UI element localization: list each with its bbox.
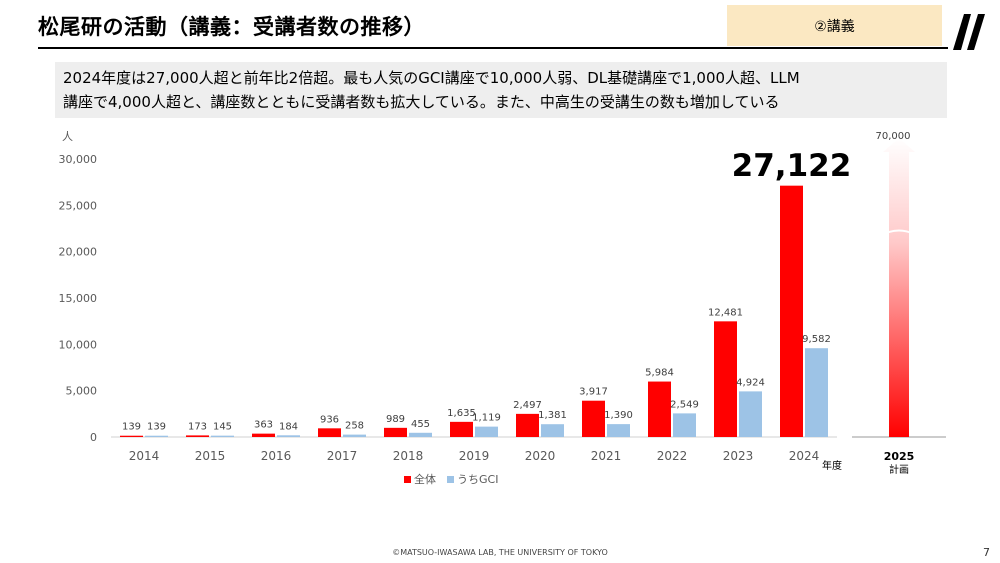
data-label-gci: 455 <box>411 419 430 430</box>
data-label-total: 3,917 <box>579 387 608 398</box>
bar-gci <box>805 348 828 437</box>
bar-gci <box>343 434 366 437</box>
bar-gci <box>739 391 762 437</box>
data-label-gci: 4,924 <box>736 377 765 388</box>
bar-total <box>516 413 539 437</box>
bar-total <box>252 433 275 437</box>
section-tag-label: ②講義 <box>814 18 855 35</box>
data-label-total: 989 <box>386 414 405 425</box>
bar-gci <box>673 413 696 437</box>
y-tick-label: 10,000 <box>59 338 98 351</box>
axis-break-mark <box>884 229 914 235</box>
x-axis-unit-label: 年度 <box>822 459 842 472</box>
bar-gci <box>277 435 300 437</box>
x-tick-label: 2022 <box>657 449 688 463</box>
lab-logo-icon <box>953 14 985 50</box>
plan-value-label: 70,000 <box>876 131 911 142</box>
data-label-total: 12,481 <box>708 307 743 318</box>
x-tick-label: 2020 <box>525 449 556 463</box>
x-tick-label: 2023 <box>723 449 754 463</box>
x-tick-label: 2018 <box>393 449 424 463</box>
enrollment-bar-chart: 人 0 5,000 10,000 15,000 20,000 25,000 30,000 13… <box>59 130 946 486</box>
y-axis-unit-label: 人 <box>62 130 73 143</box>
page-number: 7 <box>983 546 990 559</box>
bar-total <box>780 185 803 437</box>
bar-gci <box>541 424 564 437</box>
summary-line-2: 講座で4,000人超と、講座数とともに受講者数も拡大している。また、中高生の受講… <box>63 93 780 111</box>
legend-item-total-label: 全体 <box>414 472 436 486</box>
bar-gci <box>409 432 432 437</box>
data-label-gci: 1,381 <box>538 410 567 421</box>
y-tick-label: 15,000 <box>59 292 98 305</box>
data-label-total: 363 <box>254 420 273 431</box>
legend-item-gci-label: うちGCI <box>457 473 498 486</box>
highlight-total-label: 27,122 <box>732 148 852 184</box>
y-tick-label: 5,000 <box>66 385 98 398</box>
y-tick-label: 0 <box>90 431 97 444</box>
summary-box: 2024年度は27,000人超と前年比2倍超。最も人気のGCI講座で10,000… <box>55 62 947 118</box>
x-tick-label: 2015 <box>195 449 226 463</box>
x-tick-label: 2016 <box>261 449 292 463</box>
data-label-total: 2,497 <box>513 400 542 411</box>
bar-total <box>582 400 605 437</box>
data-label-gci: 258 <box>345 421 364 432</box>
x-tick-label: 2024 <box>789 449 820 463</box>
y-tick-label: 30,000 <box>59 153 98 166</box>
bar-total <box>384 427 407 437</box>
bar-gci <box>145 435 168 437</box>
copyright-footer: ©MATSUO-IWASAWA LAB, THE UNIVERSITY OF T… <box>392 548 608 557</box>
bar-gci <box>607 424 630 437</box>
data-label-total: 936 <box>320 414 339 425</box>
data-label-gci: 1,390 <box>604 410 633 421</box>
title-divider <box>38 47 948 49</box>
data-label-gci: 9,582 <box>802 334 831 345</box>
bar-total <box>648 381 671 437</box>
plan-arrow <box>883 138 915 437</box>
data-label-total: 5,984 <box>645 368 674 379</box>
data-label-total: 1,635 <box>447 408 476 419</box>
data-label-gci: 145 <box>213 422 232 433</box>
summary-line-1: 2024年度は27,000人超と前年比2倍超。最も人気のGCI講座で10,000… <box>63 69 800 87</box>
data-label-gci: 2,549 <box>670 399 699 410</box>
bar-gci <box>475 426 498 437</box>
x-tick-label: 2017 <box>327 449 358 463</box>
data-label-total: 139 <box>122 422 141 433</box>
y-tick-label: 20,000 <box>59 246 98 259</box>
legend-item-gci-swatch <box>447 476 454 483</box>
plan-year-label: 2025 <box>884 450 915 463</box>
x-tick-label: 2021 <box>591 449 622 463</box>
bar-total <box>318 428 341 437</box>
data-label-total: 173 <box>188 421 207 432</box>
legend-item-total-swatch <box>404 476 411 483</box>
x-tick-label: 2019 <box>459 449 490 463</box>
slide-title: 松尾研の活動（講義：受講者数の推移） <box>38 15 425 39</box>
section-tag: ②講義 <box>727 5 942 46</box>
y-tick-label: 25,000 <box>59 199 98 212</box>
bar-total <box>714 321 737 437</box>
data-label-gci: 1,119 <box>472 413 501 424</box>
x-tick-label: 2014 <box>129 449 160 463</box>
data-label-gci: 184 <box>279 421 298 432</box>
plan-sub-label: 計画 <box>889 463 909 476</box>
bar-total <box>450 421 473 437</box>
bar-gci <box>211 435 234 437</box>
bar-total <box>120 435 143 437</box>
data-label-gci: 139 <box>147 422 166 433</box>
bar-total <box>186 435 209 437</box>
